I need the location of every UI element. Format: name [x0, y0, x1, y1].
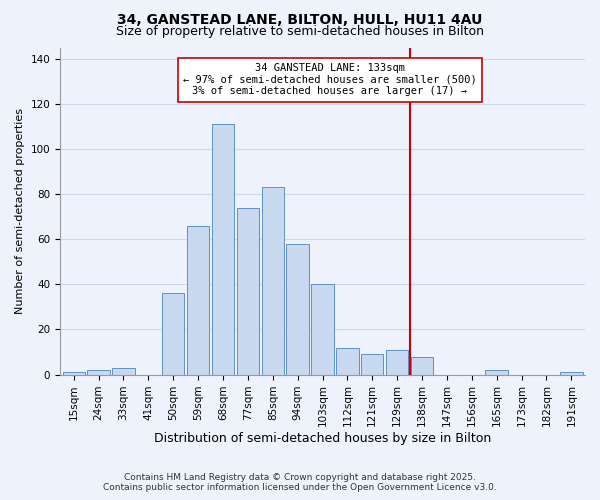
Text: Contains HM Land Registry data © Crown copyright and database right 2025.
Contai: Contains HM Land Registry data © Crown c…: [103, 473, 497, 492]
Bar: [361, 354, 383, 374]
Y-axis label: Number of semi-detached properties: Number of semi-detached properties: [15, 108, 25, 314]
X-axis label: Distribution of semi-detached houses by size in Bilton: Distribution of semi-detached houses by …: [154, 432, 491, 445]
Bar: [560, 372, 583, 374]
Text: 34, GANSTEAD LANE, BILTON, HULL, HU11 4AU: 34, GANSTEAD LANE, BILTON, HULL, HU11 4A…: [118, 12, 482, 26]
Bar: [386, 350, 409, 374]
Bar: [62, 372, 85, 374]
Bar: [262, 188, 284, 374]
Text: Size of property relative to semi-detached houses in Bilton: Size of property relative to semi-detach…: [116, 25, 484, 38]
Text: 34 GANSTEAD LANE: 133sqm
← 97% of semi-detached houses are smaller (500)
3% of s: 34 GANSTEAD LANE: 133sqm ← 97% of semi-d…: [183, 64, 477, 96]
Bar: [286, 244, 309, 374]
Bar: [311, 284, 334, 374]
Bar: [411, 356, 433, 374]
Bar: [88, 370, 110, 374]
Bar: [162, 294, 184, 374]
Bar: [485, 370, 508, 374]
Bar: [212, 124, 234, 374]
Bar: [112, 368, 134, 374]
Bar: [236, 208, 259, 374]
Bar: [336, 348, 359, 374]
Bar: [187, 226, 209, 374]
